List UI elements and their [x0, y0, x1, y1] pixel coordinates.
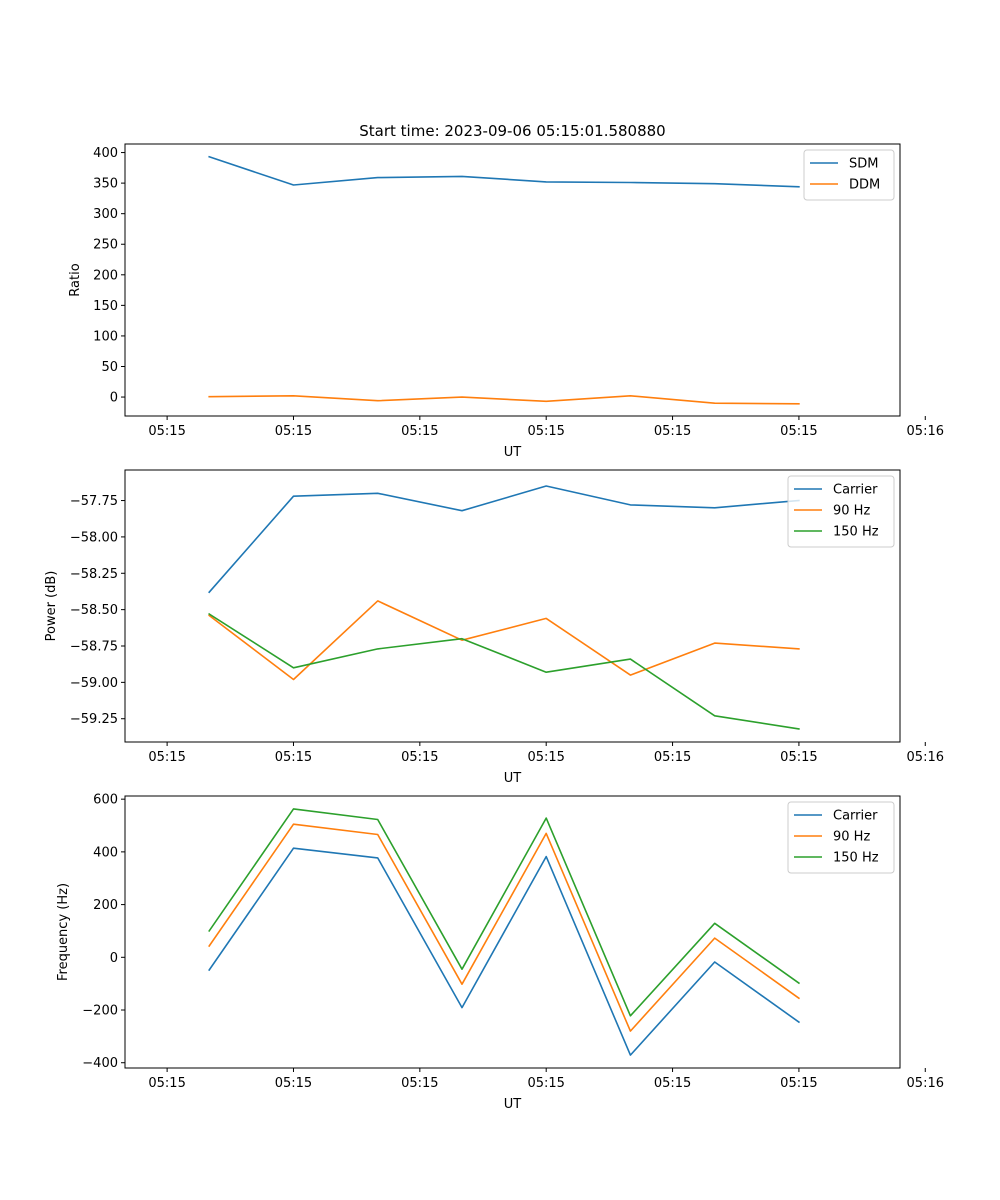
ratio-x-tick-label: 05:15 [148, 424, 185, 439]
ratio-series-sdm-line [208, 155, 800, 188]
frequency-x-tick-label: 05:15 [401, 1076, 438, 1091]
frequency-legend-label-90-hz: 90 Hz [833, 830, 870, 845]
frequency-y-tick-label: 200 [93, 898, 118, 913]
frequency-y-ticks: −400 −200 0 200 400 600 [82, 793, 125, 1071]
frequency-y-tick-label: −400 [82, 1056, 118, 1071]
frequency-legend-label-150-hz: 150 Hz [833, 851, 879, 866]
power-legend-box [787, 475, 895, 548]
power-x-tick-label: 05:15 [148, 750, 185, 765]
power-legend-label-90-hz: 90 Hz [833, 504, 870, 519]
frequency-plot-frame [124, 795, 901, 1069]
frequency-legend: Carrier 90 Hz 150 Hz [787, 801, 895, 874]
frequency-series-carrier-line [208, 847, 801, 1056]
ratio-y-tick-label: 350 [93, 177, 118, 192]
power-y-tick-label: −58.50 [70, 603, 118, 618]
power-plot-frame [124, 469, 901, 743]
power-x-tick-label: 05:15 [527, 750, 564, 765]
power-series-90-hz-line [208, 600, 800, 681]
ratio-x-axis-label: UT [504, 445, 522, 460]
ratio-x-tick-label: 05:15 [654, 424, 691, 439]
frequency-y-tick-label: 0 [110, 951, 118, 966]
ratio-plot-frame [124, 143, 901, 417]
frequency-y-tick-label: 400 [93, 845, 118, 860]
ratio-y-axis-label: Ratio [68, 263, 83, 296]
power-x-tick-label: 05:16 [907, 750, 944, 765]
frequency-x-axis-label: UT [504, 1097, 522, 1112]
power-x-ticks: 05:15 05:15 05:15 05:15 05:15 05:15 05:16 [148, 742, 944, 765]
frequency-x-tick-label: 05:15 [275, 1076, 312, 1091]
power-x-tick-label: 05:15 [401, 750, 438, 765]
ratio-y-tick-label: 250 [93, 238, 118, 253]
ratio-y-tick-label: 0 [110, 391, 118, 406]
ratio-legend: SDM DDM [803, 149, 895, 201]
ratio-x-tick-label: 05:15 [275, 424, 312, 439]
frequency-x-ticks: 05:15 05:15 05:15 05:15 05:15 05:15 05:16 [148, 1068, 944, 1091]
power-y-tick-label: −58.75 [70, 640, 118, 655]
power-y-tick-label: −57.75 [70, 494, 118, 509]
power-plot: −57.75 −58.00 −58.25 −58.50 −58.75 −59.00 −59.… [44, 469, 944, 786]
ratio-y-tick-label: 300 [93, 207, 118, 222]
ratio-y-tick-label: 150 [93, 299, 118, 314]
power-legend-label-carrier: Carrier [833, 483, 878, 498]
ratio-legend-label-sdm: SDM [849, 157, 878, 172]
power-y-tick-label: −58.00 [70, 530, 118, 545]
frequency-x-tick-label: 05:15 [780, 1076, 817, 1091]
ratio-y-tick-label: 400 [93, 146, 118, 161]
power-y-tick-label: −59.25 [70, 712, 118, 727]
frequency-x-tick-label: 05:16 [907, 1076, 944, 1091]
power-legend: Carrier 90 Hz 150 Hz [787, 475, 895, 548]
ratio-plot: Start time: 2023-09-06 05:15:01.580880 0… [68, 122, 944, 460]
frequency-x-tick-label: 05:15 [527, 1076, 564, 1091]
ratio-y-tick-label: 50 [101, 360, 118, 375]
power-legend-label-150-hz: 150 Hz [833, 525, 879, 540]
power-series-layer [208, 485, 800, 730]
power-x-tick-label: 05:15 [780, 750, 817, 765]
frequency-y-tick-label: 600 [93, 793, 118, 808]
frequency-y-tick-label: −200 [82, 1004, 118, 1019]
frequency-y-axis-label: Frequency (Hz) [56, 883, 71, 981]
ratio-series-layer [208, 155, 800, 405]
ratio-legend-label-ddm: DDM [849, 178, 880, 193]
frequency-legend-label-carrier: Carrier [833, 809, 878, 824]
ratio-y-tick-label: 200 [93, 268, 118, 283]
power-x-tick-label: 05:15 [654, 750, 691, 765]
ratio-x-tick-label: 05:15 [401, 424, 438, 439]
ratio-x-tick-label: 05:16 [907, 424, 944, 439]
ratio-x-tick-label: 05:15 [527, 424, 564, 439]
power-y-tick-label: −59.00 [70, 676, 118, 691]
power-series-150-hz-line [208, 612, 800, 730]
ratio-y-ticks: 0 50 100 150 200 250 300 350 400 [93, 146, 125, 406]
power-y-axis-label: Power (dB) [44, 571, 59, 642]
power-series-carrier-line [208, 485, 800, 594]
ratio-series-ddm-line [208, 394, 800, 405]
ratio-x-tick-label: 05:15 [780, 424, 817, 439]
power-x-tick-label: 05:15 [275, 750, 312, 765]
frequency-x-tick-label: 05:15 [148, 1076, 185, 1091]
frequency-series-90-hz-line [208, 823, 801, 1032]
frequency-x-tick-label: 05:15 [654, 1076, 691, 1091]
frequency-legend-box [787, 801, 895, 874]
ratio-y-tick-label: 100 [93, 329, 118, 344]
frequency-series-150-hz-line [208, 808, 801, 1017]
power-y-tick-label: −58.25 [70, 567, 118, 582]
frequency-series-layer [208, 808, 801, 1056]
power-y-ticks: −57.75 −58.00 −58.25 −58.50 −58.75 −59.00 −59.… [70, 494, 125, 727]
ratio-x-ticks: 05:15 05:15 05:15 05:15 05:15 05:15 05:16 [148, 416, 944, 439]
power-x-axis-label: UT [504, 771, 522, 786]
chart-title: Start time: 2023-09-06 05:15:01.580880 [359, 122, 665, 140]
